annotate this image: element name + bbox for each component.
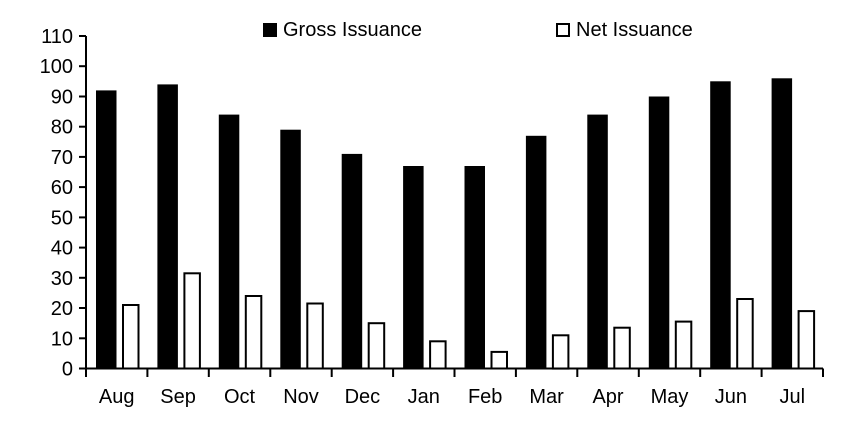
x-axis-label-oct: Oct bbox=[224, 386, 256, 408]
y-tick-label-100: 100 bbox=[40, 56, 73, 78]
bar-net-aug bbox=[122, 304, 140, 370]
bar-net-jan bbox=[429, 340, 447, 370]
bar-gross-apr bbox=[587, 114, 608, 369]
bar-net-jun bbox=[736, 298, 754, 370]
bar-gross-jun bbox=[710, 81, 731, 369]
y-tick-label-80: 80 bbox=[51, 117, 73, 139]
y-tick-label-60: 60 bbox=[51, 177, 73, 199]
x-axis-label-dec: Dec bbox=[345, 386, 381, 408]
y-tick-label-20: 20 bbox=[51, 298, 73, 320]
bar-net-jul bbox=[797, 310, 816, 370]
x-axis-label-feb: Feb bbox=[468, 386, 502, 408]
x-axis-label-jul: Jul bbox=[780, 386, 806, 408]
x-axis-label-apr: Apr bbox=[592, 386, 623, 408]
y-tick-label-70: 70 bbox=[51, 147, 73, 169]
bar-gross-sep bbox=[157, 84, 178, 369]
bar-gross-jan bbox=[403, 166, 424, 369]
bar-gross-feb bbox=[464, 166, 485, 369]
bar-net-dec bbox=[367, 322, 386, 370]
bar-gross-may bbox=[648, 96, 670, 369]
x-axis-label-mar: Mar bbox=[529, 386, 564, 408]
y-tick-label-10: 10 bbox=[51, 328, 73, 350]
x-axis-label-jan: Jan bbox=[408, 386, 440, 408]
y-tick-label-0: 0 bbox=[62, 359, 73, 381]
bar-net-may bbox=[674, 320, 693, 370]
y-tick-label-40: 40 bbox=[51, 238, 73, 260]
bar-gross-nov bbox=[280, 129, 301, 369]
bar-gross-aug bbox=[96, 90, 117, 369]
bar-net-apr bbox=[613, 326, 631, 370]
bar-gross-dec bbox=[341, 153, 363, 369]
y-tick-label-30: 30 bbox=[51, 268, 73, 290]
y-tick-label-50: 50 bbox=[51, 207, 73, 229]
x-axis-label-nov: Nov bbox=[283, 386, 319, 408]
bar-gross-oct bbox=[218, 114, 240, 369]
y-tick-label-90: 90 bbox=[51, 87, 73, 109]
y-tick-label-110: 110 bbox=[41, 26, 73, 48]
x-axis-label-aug: Aug bbox=[99, 386, 135, 408]
bar-net-feb bbox=[490, 350, 508, 370]
bar-gross-jul bbox=[771, 78, 793, 369]
bar-net-nov bbox=[306, 302, 324, 370]
x-axis-label-may: May bbox=[651, 386, 689, 408]
bar-gross-mar bbox=[525, 135, 547, 369]
bar-net-mar bbox=[551, 334, 570, 370]
bar-net-sep bbox=[183, 272, 201, 370]
x-axis-label-sep: Sep bbox=[160, 386, 196, 408]
bar-net-oct bbox=[244, 295, 263, 370]
x-axis-label-jun: Jun bbox=[715, 386, 747, 408]
